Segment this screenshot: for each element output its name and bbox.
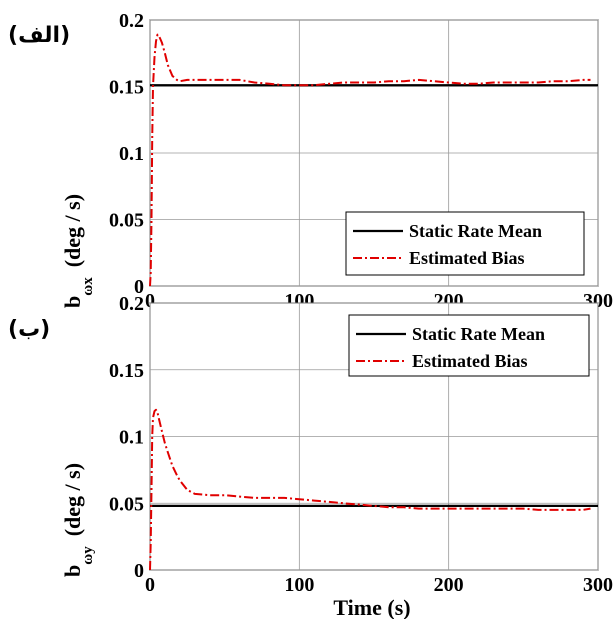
panel-label: (ب) bbox=[8, 317, 50, 342]
svg-text:bωy(deg / s): bωy (deg / s) bbox=[60, 463, 96, 577]
y-axis-label: bωy (deg / s) bbox=[60, 463, 96, 577]
series-layer bbox=[149, 33, 598, 287]
x-tick-label: 0 bbox=[145, 290, 155, 312]
legend: Static Rate Mean Estimated Bias bbox=[348, 314, 590, 377]
legend: Static Rate Mean Estimated Bias bbox=[345, 211, 585, 276]
x-tick-label: 200 bbox=[434, 574, 464, 596]
legend-box bbox=[348, 314, 590, 377]
legend-label: Estimated Bias bbox=[409, 248, 525, 268]
y-axis-label: bωx (deg / s) bbox=[60, 194, 96, 308]
y-axis-label-unit: (deg / s) bbox=[60, 463, 85, 536]
y-axis-label-subscript: ωy bbox=[80, 546, 96, 565]
x-axis-label: Time (s) bbox=[333, 595, 410, 619]
svg-text:bωx(deg / s): bωx (deg / s) bbox=[60, 194, 96, 308]
x-tick-label: 100 bbox=[284, 574, 314, 596]
y-tick-label: 0.2 bbox=[119, 293, 144, 315]
y-tick-label: 0 bbox=[134, 560, 144, 582]
series-layer bbox=[149, 408, 598, 571]
y-axis-label-unit: (deg / s) bbox=[60, 194, 85, 267]
chart-panel-bias-y: 00.050.10.150.20 100 200 300 (ب) bωy(deg / … bbox=[8, 293, 613, 619]
legend-label: Static Rate Mean bbox=[412, 324, 545, 344]
x-tick-label: 300 bbox=[583, 574, 613, 596]
y-tick-label: 0.1 bbox=[119, 427, 144, 449]
series-line-estimated-bias bbox=[149, 33, 591, 287]
legend-label: Estimated Bias bbox=[412, 351, 528, 371]
panel-label: (الف) bbox=[8, 23, 70, 48]
y-tick-label: 0.2 bbox=[119, 10, 144, 32]
legend-label: Static Rate Mean bbox=[409, 221, 542, 241]
chart-panel-bias-x: 00.050.10.150.20 100 200 300 (الف) bωx(deg … bbox=[8, 10, 613, 312]
x-tick-label: 0 bbox=[145, 574, 155, 596]
y-tick-label: 0.05 bbox=[109, 210, 144, 232]
y-axis-label-main: b bbox=[60, 296, 85, 308]
y-tick-label: 0.1 bbox=[119, 143, 144, 165]
tick-labels: 00.050.10.150.20 100 200 300 bbox=[109, 10, 613, 312]
y-axis-label-subscript: ωx bbox=[80, 277, 96, 296]
series-line-estimated-bias bbox=[149, 408, 591, 571]
tick-labels: 00.050.10.150.20 100 200 300 bbox=[109, 293, 613, 596]
y-tick-label: 0.05 bbox=[109, 493, 144, 515]
y-tick-label: 0.15 bbox=[109, 77, 144, 99]
y-axis-label-main: b bbox=[60, 565, 85, 577]
legend-box bbox=[345, 211, 585, 276]
y-tick-label: 0.15 bbox=[109, 360, 144, 382]
y-tick-label: 0 bbox=[134, 276, 144, 298]
